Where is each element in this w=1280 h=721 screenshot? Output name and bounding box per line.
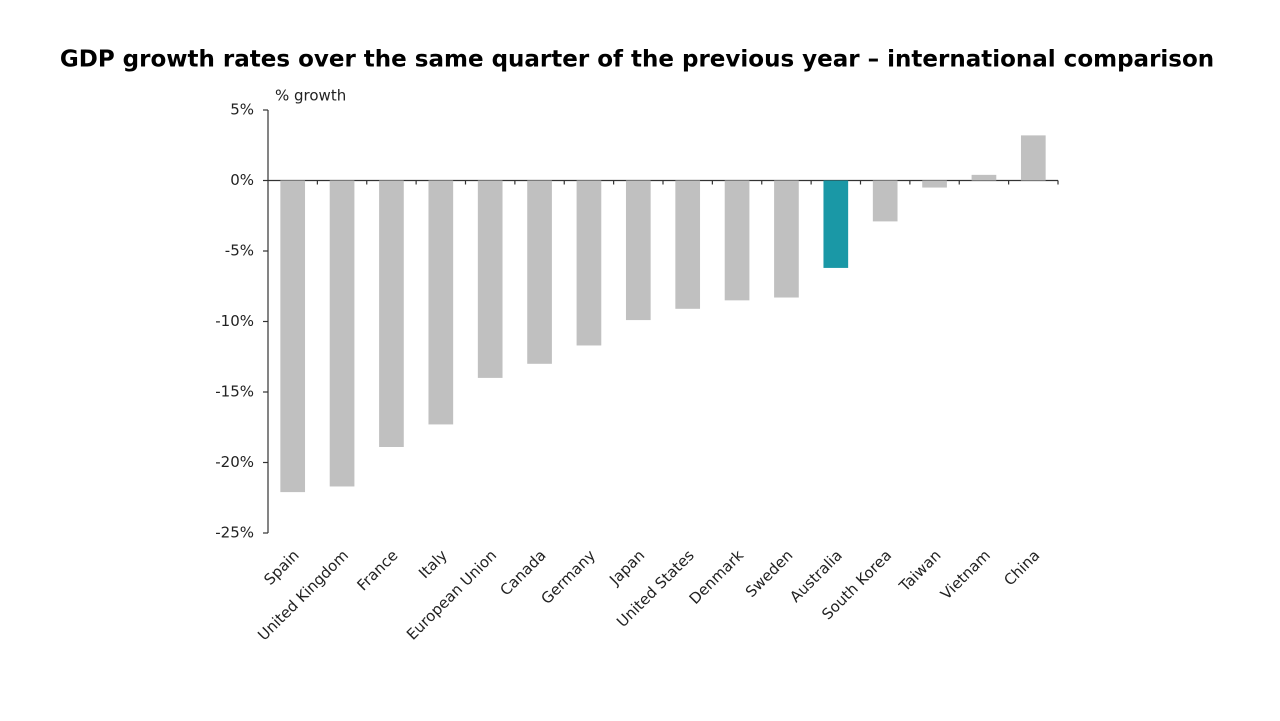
bar — [280, 180, 306, 493]
x-tick-label: Germany — [537, 546, 599, 608]
x-tick-label: France — [353, 546, 401, 594]
bar — [329, 180, 355, 487]
bar — [922, 180, 947, 188]
x-tick-label: Vietnam — [937, 546, 994, 603]
bar — [971, 174, 997, 181]
bar — [477, 180, 503, 378]
bar — [379, 180, 404, 447]
x-tick-label: Italy — [415, 546, 451, 582]
bar — [872, 180, 898, 222]
y-tick-label: -25% — [215, 524, 254, 542]
bar — [576, 180, 602, 346]
bar — [823, 180, 849, 268]
bar — [527, 180, 552, 364]
y-tick-label: -5% — [225, 242, 254, 260]
x-tick-label: Japan — [605, 546, 648, 589]
y-tick-label: -20% — [215, 453, 254, 471]
y-tick-label: -15% — [215, 383, 254, 401]
y-tick-label: 5% — [230, 101, 254, 119]
y-tick-label: -10% — [215, 312, 254, 330]
x-tick-label: Denmark — [686, 546, 748, 608]
x-tick-label: United Kingdom — [254, 546, 352, 644]
bar — [625, 180, 651, 321]
x-tick-label: European Union — [403, 546, 500, 643]
bar — [724, 180, 750, 301]
y-tick-label: 0% — [230, 171, 254, 189]
chart-title: GDP growth rates over the same quarter o… — [60, 47, 1214, 73]
bar — [428, 180, 454, 425]
bar — [774, 180, 799, 298]
x-tick-label: Spain — [260, 546, 302, 588]
bar — [1020, 135, 1046, 181]
x-tick-label: China — [1000, 546, 1043, 589]
x-tick-label: Taiwan — [895, 546, 945, 596]
bar — [675, 180, 701, 309]
y-axis-label: % growth — [275, 87, 346, 105]
